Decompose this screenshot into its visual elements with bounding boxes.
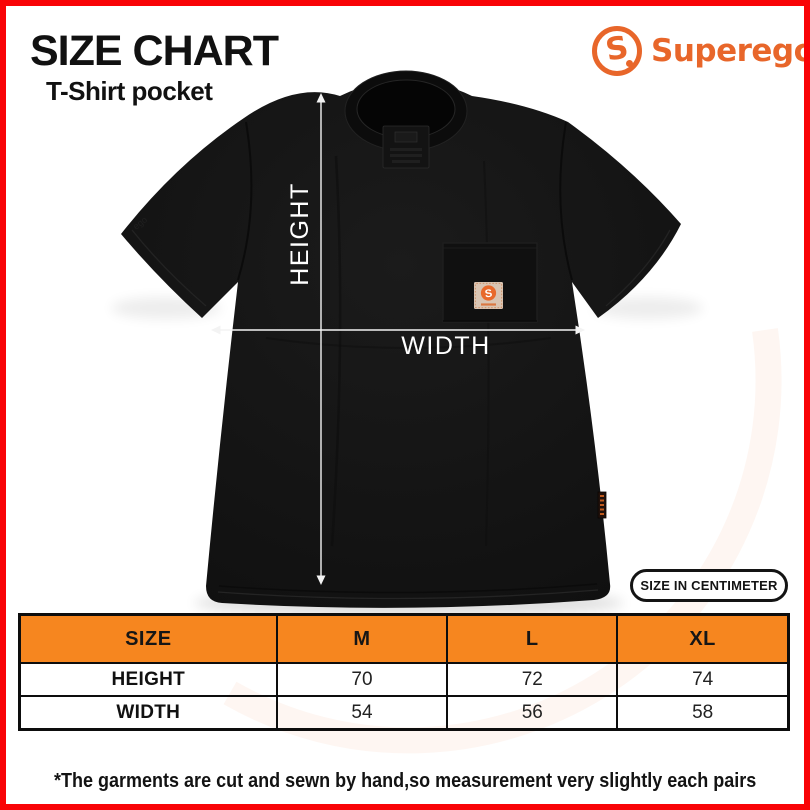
page-title: SIZE CHART [30, 27, 279, 75]
body-crease-3 [265, 337, 552, 349]
patch-s-glyph: S [484, 288, 493, 301]
logo-dot-icon [626, 60, 633, 67]
cell-width-l: 56 [446, 695, 619, 731]
unit-badge: SIZE IN CENTIMETER [630, 569, 788, 602]
brand-logo: S Superego. [592, 26, 810, 76]
width-label: WIDTH [401, 332, 490, 360]
cuff-stitch-left [131, 229, 207, 307]
cell-width-m: 54 [275, 695, 449, 731]
table-row-height: HEIGHT 70 72 74 [18, 662, 790, 697]
height-arrow [316, 93, 326, 585]
patch-logo-icon [480, 285, 497, 301]
body-crease-1 [330, 155, 342, 547]
width-arrow [211, 325, 585, 335]
collar [344, 70, 468, 152]
neck-label [382, 125, 430, 169]
row-label-width: WIDTH [18, 695, 278, 731]
cell-height-l: 72 [446, 662, 619, 697]
superego-logo-icon: S [592, 26, 642, 76]
title-block: SIZE CHART T-Shirt pocket [30, 27, 279, 107]
unit-badge-label: SIZE IN CENTIMETER [640, 578, 778, 593]
page-subtitle: T-Shirt pocket [46, 76, 213, 106]
header-cell-l: L [446, 613, 619, 664]
cell-height-m: 70 [275, 662, 449, 697]
table-row-width: WIDTH 54 56 58 [18, 695, 790, 731]
header-cell-m: M [275, 613, 449, 664]
body-crease-2 [483, 160, 490, 547]
hem-stitch [217, 589, 599, 600]
hem-shadow-line [218, 583, 598, 594]
footnote-text: *The garments are cut and sewn by hand,s… [53, 770, 757, 792]
brand-name: Superego. [651, 33, 810, 69]
size-table: SIZE M L XL HEIGHT 70 72 74 WIDTH 54 56 … [18, 613, 790, 731]
seam-right [559, 121, 573, 281]
footnote: *The garments are cut and sewn by hand,s… [6, 770, 804, 793]
header-cell-xl: XL [616, 613, 790, 664]
side-tag-icon [597, 491, 607, 519]
cell-height-xl: 74 [616, 662, 790, 697]
height-label: HEIGHT [286, 182, 314, 285]
seam-left [237, 121, 253, 281]
table-header-row: SIZE M L XL [18, 613, 790, 664]
logo-s-glyph: S [602, 29, 632, 69]
sleeve-shadow-right [593, 297, 703, 319]
pocket-patch: S [474, 282, 503, 309]
header-cell-size: SIZE [18, 613, 278, 664]
tshirt-body [121, 80, 681, 608]
tshirt-figure: ego S [111, 70, 703, 617]
row-label-height: HEIGHT [18, 662, 278, 697]
cell-width-xl: 58 [616, 695, 790, 731]
cuff-stitch-right [605, 229, 671, 307]
